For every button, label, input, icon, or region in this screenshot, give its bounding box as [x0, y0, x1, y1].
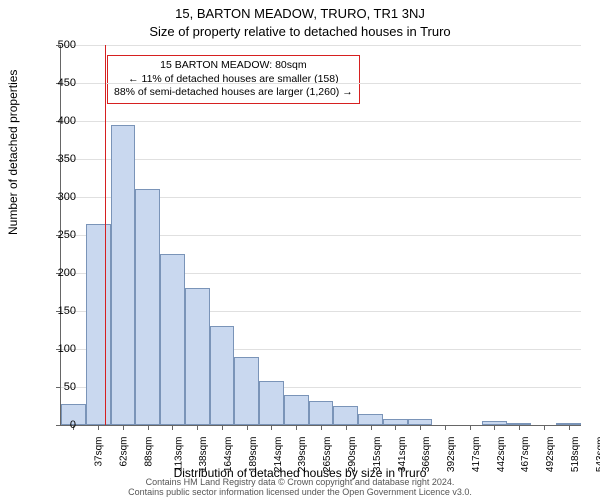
xtick-label: 492sqm [545, 437, 556, 473]
xtick-mark [148, 425, 149, 430]
xtick-mark [519, 425, 520, 430]
footer-attribution: Contains HM Land Registry data © Crown c… [0, 478, 600, 498]
xtick-label: 392sqm [446, 437, 457, 473]
histogram-bar [160, 254, 185, 425]
xtick-mark [172, 425, 173, 430]
annotation-line1: 15 BARTON MEADOW: 80sqm [114, 59, 353, 73]
gridline [61, 83, 581, 84]
xtick-mark [445, 425, 446, 430]
xtick-mark [296, 425, 297, 430]
gridline [61, 121, 581, 122]
histogram-bar [309, 401, 334, 425]
ytick-label: 100 [26, 343, 76, 355]
xtick-label: 138sqm [199, 437, 210, 473]
xtick-mark [321, 425, 322, 430]
xtick-mark [470, 425, 471, 430]
xtick-mark [420, 425, 421, 430]
histogram-bar [111, 125, 136, 425]
xtick-label: 442sqm [496, 437, 507, 473]
histogram-bar [284, 395, 309, 425]
annotation-line3: 88% of semi-detached houses are larger (… [114, 86, 353, 100]
ytick-label: 150 [26, 305, 76, 317]
ytick-label: 250 [26, 229, 76, 241]
histogram-bar [259, 381, 284, 425]
xtick-label: 417sqm [471, 437, 482, 473]
xtick-label: 214sqm [273, 437, 284, 473]
xtick-label: 164sqm [223, 437, 234, 473]
annotation-line2: ← 11% of detached houses are smaller (15… [114, 73, 353, 87]
xtick-mark [123, 425, 124, 430]
ytick-label: 350 [26, 153, 76, 165]
xtick-label: 467sqm [520, 437, 531, 473]
xtick-mark [222, 425, 223, 430]
xtick-label: 290sqm [347, 437, 358, 473]
histogram-plot: 15 BARTON MEADOW: 80sqm ← 11% of detache… [60, 45, 581, 426]
gridline [61, 45, 581, 46]
xtick-label: 265sqm [322, 437, 333, 473]
footer-line2: Contains public sector information licen… [0, 488, 600, 498]
xtick-label: 239sqm [298, 437, 309, 473]
xtick-label: 37sqm [94, 437, 105, 467]
xtick-label: 189sqm [248, 437, 259, 473]
xtick-label: 543sqm [595, 437, 600, 473]
xtick-mark [371, 425, 372, 430]
histogram-bar [333, 406, 358, 425]
histogram-bar [210, 326, 235, 425]
xtick-label: 518sqm [570, 437, 581, 473]
histogram-bar [135, 189, 160, 425]
ytick-label: 50 [26, 381, 76, 393]
histogram-bar [234, 357, 259, 425]
y-axis-label: Number of detached properties [6, 70, 20, 235]
xtick-mark [197, 425, 198, 430]
ytick-label: 300 [26, 191, 76, 203]
ytick-label: 400 [26, 115, 76, 127]
xtick-mark [98, 425, 99, 430]
ytick-label: 0 [26, 419, 76, 431]
histogram-bar [185, 288, 210, 425]
xtick-label: 113sqm [173, 437, 184, 472]
xtick-label: 88sqm [143, 437, 154, 467]
xtick-mark [247, 425, 248, 430]
xtick-mark [544, 425, 545, 430]
ytick-label: 500 [26, 39, 76, 51]
reference-marker-line [105, 45, 106, 425]
page-title-line1: 15, BARTON MEADOW, TRURO, TR1 3NJ [0, 6, 600, 21]
xtick-mark [395, 425, 396, 430]
annotation-box: 15 BARTON MEADOW: 80sqm ← 11% of detache… [107, 55, 360, 104]
gridline [61, 159, 581, 160]
xtick-label: 62sqm [119, 437, 130, 467]
histogram-bar [358, 414, 383, 425]
ytick-label: 200 [26, 267, 76, 279]
xtick-mark [271, 425, 272, 430]
xtick-label: 341sqm [397, 437, 408, 473]
ytick-label: 450 [26, 77, 76, 89]
xtick-label: 366sqm [421, 437, 432, 473]
histogram-bar [86, 224, 111, 425]
xtick-mark [494, 425, 495, 430]
xtick-mark [346, 425, 347, 430]
page-title-line2: Size of property relative to detached ho… [0, 24, 600, 39]
xtick-label: 315sqm [372, 437, 383, 473]
xtick-mark [569, 425, 570, 430]
